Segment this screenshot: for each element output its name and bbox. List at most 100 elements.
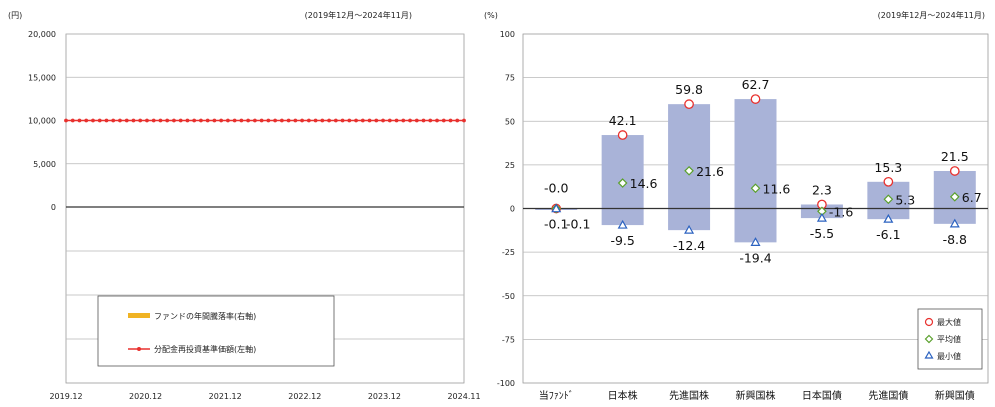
min-marker bbox=[750, 237, 761, 246]
avg-value-label: -0.1 bbox=[566, 217, 590, 232]
left-x-tick-label: 2019.12 bbox=[49, 392, 82, 401]
right-bars bbox=[535, 99, 976, 243]
category-label: 当ﾌｧﾝﾄﾞ bbox=[539, 389, 574, 402]
max-value-label: 42.1 bbox=[609, 113, 637, 128]
nav-point bbox=[118, 118, 122, 123]
max-value-label: 15.3 bbox=[874, 160, 902, 175]
nav-point bbox=[232, 118, 237, 123]
nav-point bbox=[435, 118, 439, 123]
left-y-tick-label: 10,000 bbox=[28, 117, 56, 126]
nav-point bbox=[97, 118, 102, 123]
left-x-tick-label: 2021.12 bbox=[209, 392, 242, 401]
nav-point bbox=[225, 118, 230, 123]
category-label: 先進国株 bbox=[669, 389, 709, 402]
nav-point bbox=[367, 118, 372, 123]
left-y-axis: 20,000 15,000 10,000 5,000 0 bbox=[28, 30, 56, 212]
min-marker bbox=[617, 219, 628, 229]
category-label: 先進国債 bbox=[868, 389, 908, 402]
category-label: 日本国債 bbox=[802, 389, 842, 402]
nav-point bbox=[246, 118, 251, 123]
nav-point bbox=[64, 118, 68, 123]
max-marker bbox=[883, 176, 894, 187]
max-marker bbox=[617, 130, 628, 140]
nav-point bbox=[219, 118, 224, 123]
avg-value-label: 21.6 bbox=[696, 164, 724, 179]
category-label: 日本株 bbox=[608, 389, 638, 402]
min-value-label: -19.4 bbox=[739, 250, 771, 265]
nav-point bbox=[145, 118, 149, 123]
right-gridlines bbox=[523, 77, 988, 340]
min-marker bbox=[883, 213, 894, 223]
right-y-tick-label: -25 bbox=[502, 248, 515, 257]
nav-point bbox=[70, 118, 75, 123]
nav-point bbox=[441, 118, 446, 123]
nav-point bbox=[340, 118, 345, 123]
category-label: 新興国債 bbox=[935, 389, 975, 402]
nav-point bbox=[266, 118, 271, 123]
nav-point bbox=[347, 118, 352, 123]
left-y-tick-label: 0 bbox=[51, 203, 56, 212]
nav-point bbox=[279, 118, 284, 123]
avg-value-label: 5.3 bbox=[895, 192, 915, 207]
nav-point bbox=[300, 118, 305, 123]
left-gridlines bbox=[66, 33, 464, 340]
max-marker bbox=[949, 166, 960, 176]
nav-point bbox=[374, 118, 379, 123]
left-period-label: (2019年12月～2024年11月) bbox=[305, 10, 412, 20]
nav-point bbox=[158, 118, 163, 123]
nav-point bbox=[381, 118, 385, 123]
nav-point bbox=[333, 118, 338, 123]
right-chart: (%) (2019年12月～2024年11月) 100 75 50 25 0 -25 -50… bbox=[484, 10, 989, 402]
avg-value-label: 14.6 bbox=[630, 176, 658, 191]
avg-value-label: -1.6 bbox=[829, 204, 853, 219]
nav-point bbox=[448, 118, 453, 123]
nav-point bbox=[205, 118, 210, 123]
max-marker bbox=[750, 94, 761, 104]
nav-point bbox=[178, 118, 183, 123]
nav-point bbox=[212, 118, 217, 123]
right-y-tick-label: 75 bbox=[505, 74, 515, 83]
nav-point bbox=[104, 118, 109, 123]
right-y-tick-label: 25 bbox=[505, 161, 515, 170]
min-value-label: -0.1 bbox=[544, 217, 568, 232]
nav-point bbox=[77, 118, 82, 123]
nav-point bbox=[414, 118, 419, 123]
min-value-label: -6.1 bbox=[876, 227, 900, 242]
nav-point bbox=[91, 118, 95, 123]
nav-point bbox=[131, 118, 136, 123]
left-legend: ファンドの年間騰落率(右軸) 分配金再投資基準価額(左軸) bbox=[97, 295, 335, 367]
legend-triangle-icon bbox=[924, 350, 934, 359]
avg-marker bbox=[750, 183, 761, 194]
min-marker bbox=[816, 212, 827, 222]
avg-marker bbox=[949, 191, 960, 202]
left-unit-label: (円) bbox=[8, 11, 22, 20]
nav-point bbox=[111, 118, 116, 123]
max-marker bbox=[684, 99, 694, 109]
right-y-tick-label: 0 bbox=[510, 205, 515, 214]
right-y-tick-label: -50 bbox=[502, 292, 515, 301]
min-value-label: -9.5 bbox=[610, 233, 634, 248]
max-value-label: 62.7 bbox=[742, 77, 770, 92]
min-value-label: -5.5 bbox=[810, 226, 834, 241]
avg-marker bbox=[883, 194, 894, 205]
legend-diamond-icon bbox=[924, 334, 934, 344]
nav-point bbox=[239, 118, 244, 123]
right-legend: 最大値 平均値 最小値 bbox=[917, 308, 983, 370]
max-value-label: -0.0 bbox=[544, 181, 568, 196]
legend-label-min: 最小値 bbox=[937, 351, 961, 361]
left-x-tick-label: 2023.12 bbox=[368, 392, 401, 401]
min-value-label: -8.8 bbox=[943, 232, 967, 247]
right-y-tick-label: -75 bbox=[502, 335, 515, 344]
legend-label-max: 最大値 bbox=[937, 317, 961, 327]
avg-marker bbox=[684, 165, 694, 176]
left-legend-box bbox=[97, 295, 335, 367]
right-category-axis: 当ﾌｧﾝﾄﾞ 日本株 先進国株 新興国株 日本国債 先進国債 新興国債 bbox=[539, 389, 975, 402]
nav-point bbox=[138, 118, 143, 123]
nav-point bbox=[360, 118, 365, 123]
legend-label-fund-return: ファンドの年間騰落率(右軸) bbox=[154, 311, 256, 321]
max-value-label: 21.5 bbox=[941, 149, 969, 164]
legend-swatch-nav-marker bbox=[137, 347, 141, 351]
min-marker bbox=[949, 218, 960, 228]
max-value-label: 2.3 bbox=[812, 182, 832, 197]
